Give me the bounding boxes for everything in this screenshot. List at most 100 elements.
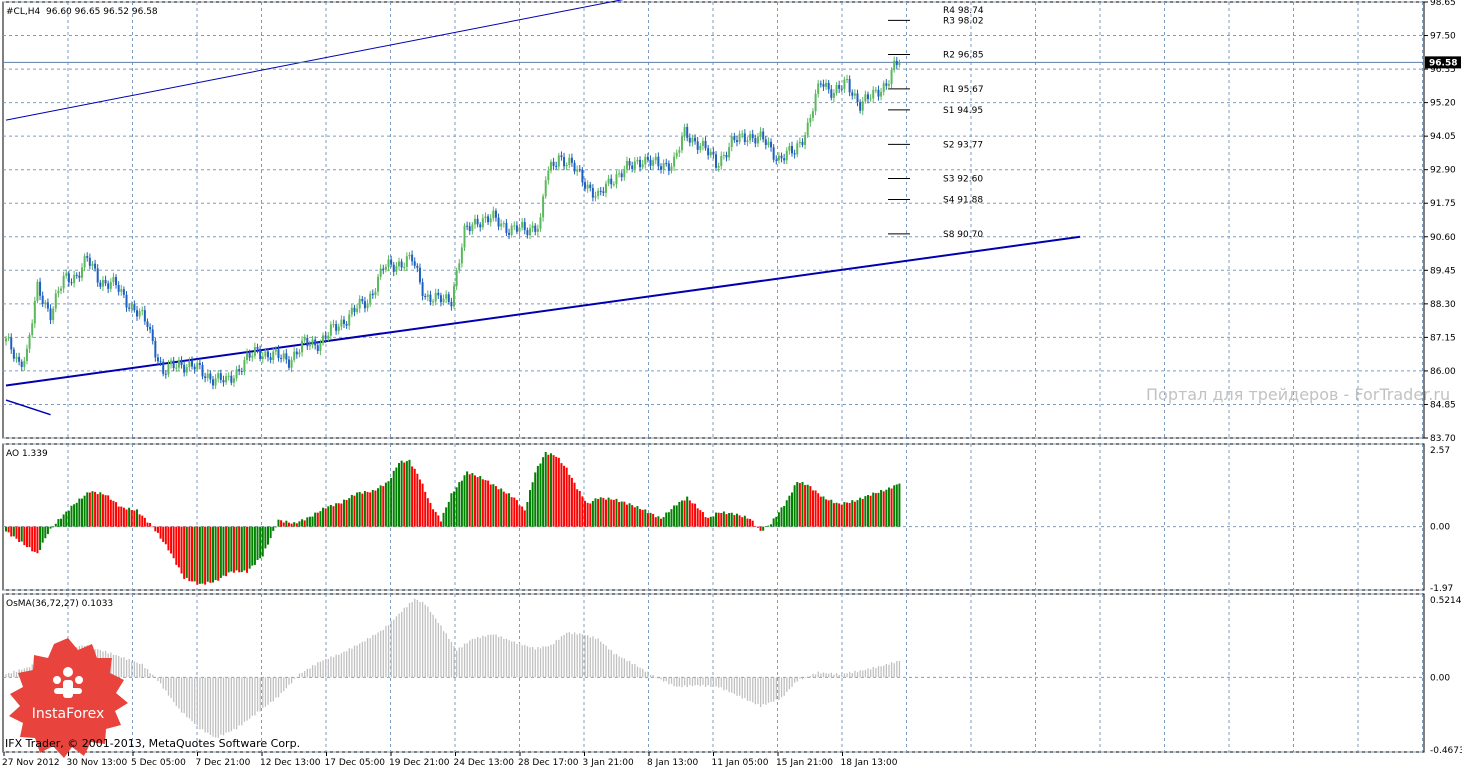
ao-bar-66 (177, 526, 180, 568)
ao-bar-138 (366, 491, 369, 527)
osma-bar-189 (500, 636, 502, 678)
ao-bar-89 (238, 526, 241, 573)
ao-bar-192 (508, 493, 511, 527)
osma-bar-83 (222, 677, 225, 736)
osma-bar-112 (298, 673, 301, 678)
ao-bar-55 (149, 523, 152, 527)
ao-bar-60 (162, 526, 165, 542)
ao-bar-140 (371, 489, 374, 527)
candle-body-209 (552, 161, 555, 166)
ao-bar-112 (298, 521, 301, 527)
ao-bar-247 (652, 513, 655, 527)
osma-bar-258 (681, 677, 683, 688)
candle-body-116 (308, 344, 311, 347)
osma-bar-323 (851, 673, 853, 678)
ao-bar-228 (602, 497, 605, 527)
osma-bar-153 (406, 607, 408, 678)
osma-bar-67 (180, 677, 183, 713)
ao-bar-322 (848, 502, 851, 527)
osma-bar-332 (875, 668, 877, 678)
ao-bar-195 (515, 500, 518, 527)
ao-bar-46 (125, 509, 128, 527)
candle-body-182 (481, 218, 484, 228)
ao-bar-266 (701, 512, 704, 527)
ao-bar-12 (36, 526, 39, 554)
x-tick-label-7: 24 Dec 13:00 (454, 758, 515, 768)
osma-bar-139 (369, 638, 371, 678)
osma-bar-81 (217, 677, 219, 738)
ao-bar-72 (193, 526, 196, 582)
ao-bar-102 (272, 526, 275, 531)
ao-bar-95 (253, 526, 256, 565)
osma-bar-246 (649, 675, 652, 678)
osma-bar-304 (801, 677, 804, 680)
candle-body-71 (191, 360, 194, 367)
ao-bar-10 (31, 526, 34, 552)
ao-bar-194 (513, 497, 516, 527)
ao-bar-127 (337, 503, 340, 527)
candle-body-113 (301, 340, 304, 353)
candle-body-25 (70, 282, 73, 284)
candle-body-211 (557, 155, 560, 167)
candle-body-252 (665, 163, 668, 165)
osma-bar-155 (411, 602, 413, 678)
osma-bar-64 (173, 677, 175, 703)
ao-bar-179 (473, 475, 476, 527)
candle-body-271 (715, 154, 718, 168)
osma-bar-275 (725, 677, 728, 690)
osma-bar-190 (503, 638, 505, 678)
candle-body-89 (238, 369, 241, 372)
candle-body-167 (442, 298, 445, 303)
candle-body-169 (447, 294, 450, 302)
osma-bar-121 (322, 660, 324, 678)
osma-bar-72 (194, 677, 196, 725)
candle-body-108 (287, 359, 290, 368)
candle-body-65 (175, 367, 178, 369)
osma-bar-123 (327, 659, 329, 678)
candle-body-63 (170, 360, 173, 365)
ao-bar-61 (164, 526, 167, 545)
ao-bar-287 (756, 526, 759, 528)
osma-bar-270 (712, 677, 715, 687)
osma-bar-272 (718, 677, 720, 688)
osma-bar-118 (314, 665, 316, 678)
candle-body-261 (688, 137, 691, 143)
osma-bar-311 (820, 673, 822, 678)
candle-body-205 (542, 196, 545, 218)
candle-body-335 (882, 83, 885, 92)
osma-bar-211 (558, 639, 560, 678)
upper-trendline (5, 0, 624, 121)
ao-bar-250 (660, 518, 662, 527)
osma-bar-89 (238, 677, 240, 726)
ao-bar-116 (308, 516, 311, 527)
ao-bar-92 (246, 526, 249, 573)
ao-bar-33 (91, 491, 94, 527)
ao-bar-38 (104, 495, 107, 527)
ao-bar-339 (893, 485, 896, 527)
osma-bar-87 (233, 677, 235, 730)
pivot-label-1: R3 98.02 (943, 16, 984, 26)
y-tick-label-ind1-2: -0.4673 (1430, 746, 1462, 756)
osma-bar-314 (828, 673, 830, 678)
candle-body-242 (639, 159, 642, 168)
candle-body-289 (762, 131, 765, 140)
candle-body-216 (570, 157, 573, 163)
osma-bar-48 (131, 661, 133, 678)
ao-bar-114 (303, 520, 306, 527)
ao-bar-68 (183, 526, 186, 579)
candle-body-160 (424, 296, 427, 298)
ao-bar-19 (54, 523, 57, 527)
candle-body-312 (822, 83, 825, 87)
candle-body-214 (565, 164, 568, 167)
candle-body-278 (733, 136, 736, 141)
ao-indicator-title: AO 1.339 (6, 449, 48, 459)
ao-bar-44 (120, 506, 123, 527)
ao-bar-176 (466, 471, 469, 527)
osma-bar-264 (697, 677, 699, 685)
candle-body-329 (866, 94, 869, 100)
candle-body-95 (253, 347, 256, 356)
candle-body-282 (743, 133, 746, 143)
osma-bar-210 (555, 640, 557, 678)
ao-bar-171 (453, 491, 456, 527)
osma-bar-82 (220, 677, 222, 735)
